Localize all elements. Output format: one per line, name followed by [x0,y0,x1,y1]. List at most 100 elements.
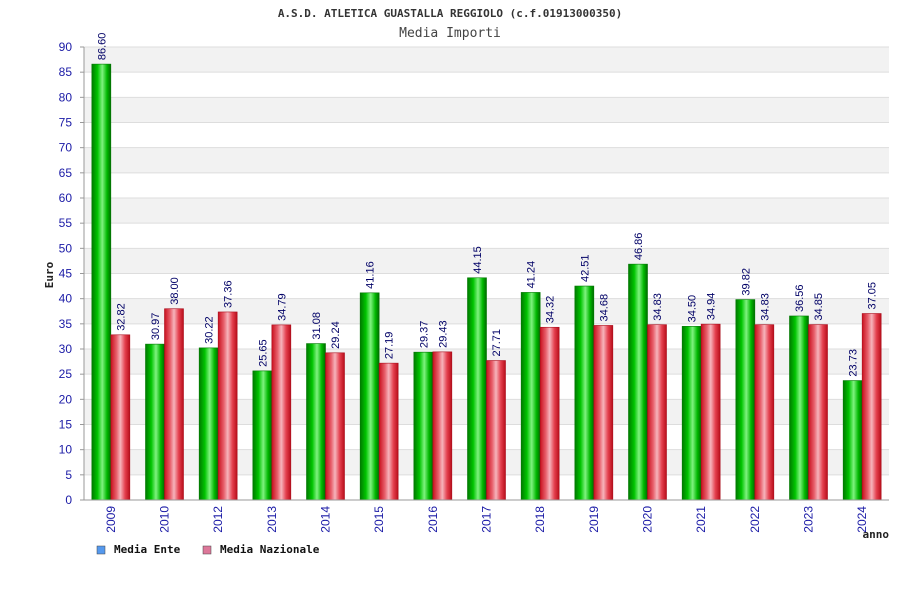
y-tick-label: 15 [59,418,73,432]
legend-swatch-media-ente [96,545,106,555]
plot-band [84,223,889,249]
bar-media-ente-2021 [681,326,702,501]
bar-media-ente-2014 [306,343,326,501]
y-tick-label: 70 [59,141,73,155]
legend-swatch-media-nazionale [202,545,212,555]
chart-title: A.S.D. ATLETICA GUASTALLA REGGIOLO (c.f.… [278,7,622,20]
data-label: 25.65 [257,339,269,367]
plot-band [84,122,889,148]
data-label: 39.82 [740,268,752,296]
x-tick-label: 2019 [587,506,601,533]
y-tick-label: 55 [59,216,73,230]
y-tick-label: 65 [59,166,73,180]
plot-band [84,97,889,123]
data-label: 30.97 [150,313,162,341]
y-tick-label: 60 [59,191,73,205]
legend-label-media-ente: Media Ente [114,543,181,556]
bar-media-nazionale-2019 [593,325,614,501]
x-tick-label: 2022 [748,506,762,533]
y-tick-label: 45 [59,267,73,281]
plot-band [84,248,889,274]
x-tick-label: 2014 [319,506,333,533]
data-label: 29.24 [330,321,342,349]
plot-band [84,172,889,198]
y-tick-label: 25 [59,367,73,381]
plot-band [84,147,889,173]
data-label: 27.71 [491,329,503,357]
bar-media-nazionale-2010 [164,308,184,501]
x-axis-title: anno [863,528,890,541]
bar-media-nazionale-2022 [754,324,775,501]
bar-media-nazionale-2018 [539,326,560,501]
y-tick-label: 5 [65,468,72,482]
bar-media-nazionale-2024 [861,313,882,501]
y-tick-label: 50 [59,241,73,255]
data-label: 38.00 [169,277,181,305]
x-tick-label: 2018 [533,506,547,533]
bar-media-nazionale-2020 [647,324,667,501]
x-tick-label: 2023 [802,506,816,533]
x-tick-label: 2015 [372,506,386,533]
data-label: 34.50 [687,295,699,323]
data-label: 30.22 [204,316,216,344]
y-tick-label: 75 [59,116,73,130]
bar-media-nazionale-2012 [217,311,238,501]
data-label: 42.51 [579,255,591,283]
bar-media-ente-2016 [413,351,434,501]
data-label: 32.82 [115,303,127,331]
bar-media-nazionale-2023 [808,324,828,501]
bar-media-nazionale-2021 [700,323,721,501]
bar-media-ente-2024 [842,380,863,501]
plot-band [84,47,889,73]
data-label: 41.24 [526,261,538,289]
plot-band [84,72,889,98]
x-tick-label: 2021 [694,506,708,533]
data-label: 37.36 [223,280,235,308]
bar-media-nazionale-2017 [486,360,506,501]
bar-media-ente-2023 [789,315,809,501]
bar-media-ente-2018 [520,292,541,501]
data-label: 37.05 [867,282,879,310]
x-tick-label: 2024 [855,506,869,533]
data-label: 34.79 [276,293,288,321]
y-tick-label: 10 [59,443,73,457]
data-label: 36.56 [794,284,806,312]
x-tick-label: 2012 [211,506,225,533]
y-tick-label: 35 [59,317,73,331]
bar-media-nazionale-2013 [271,324,292,501]
y-tick-label: 85 [59,65,73,79]
data-label: 86.60 [96,33,108,61]
data-label: 34.32 [545,296,557,324]
x-tick-label: 2009 [104,506,118,533]
bar-media-ente-2022 [735,299,756,501]
data-label: 23.73 [848,349,860,377]
bar-media-nazionale-2016 [432,351,453,501]
bar-media-ente-2020 [628,263,648,501]
y-tick-label: 80 [59,90,73,104]
bar-media-nazionale-2014 [325,352,345,501]
y-tick-label: 20 [59,392,73,406]
data-label: 41.16 [365,261,377,289]
bar-media-ente-2009 [91,63,112,501]
chart-subtitle: Media Importi [399,26,501,41]
data-labels: 86.60 32.82 30.97 38.00 30.22 37.36 25.65 34.79… [96,33,878,377]
y-axis-title: Euro [43,261,56,288]
data-label: 31.08 [311,312,323,340]
y-tick-label: 0 [65,493,72,507]
data-label: 29.43 [437,320,449,348]
data-label: 44.15 [472,246,484,274]
y-tick-label: 90 [59,40,73,54]
bar-media-nazionale-2009 [110,334,131,501]
x-tick-label: 2016 [426,506,440,533]
bar-media-ente-2019 [574,285,595,501]
x-tick-label: 2013 [265,506,279,533]
y-tick-label: 40 [59,292,73,306]
bar-media-ente-2013 [252,370,273,501]
data-label: 29.37 [418,321,430,349]
y-axis-ticks: 0 5 10 15 20 25 30 35 40 45 50 55 60 65 70 75 80 85 90 [59,40,84,507]
data-label: 34.83 [759,293,771,321]
bar-media-ente-2010 [145,343,165,501]
data-label: 46.86 [633,233,645,261]
data-label: 34.94 [706,293,718,321]
